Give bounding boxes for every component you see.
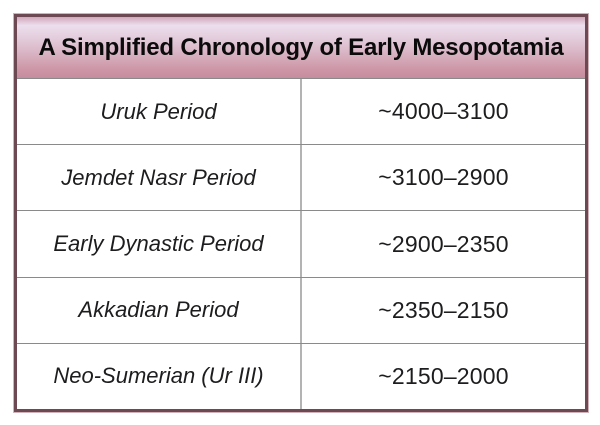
period-cell: Neo-Sumerian (Ur III)	[53, 363, 264, 389]
chronology-table: A Simplified Chronology of Early Mesopot…	[14, 14, 588, 412]
dates-cell: ~2900–2350	[300, 211, 585, 277]
dates-cell: ~2350–2150	[300, 277, 585, 343]
table-row: Akkadian Period ~2350–2150	[17, 276, 585, 343]
period-cell: Akkadian Period	[78, 297, 239, 323]
table-row: Uruk Period ~4000–3100	[17, 79, 585, 145]
period-cell: Uruk Period	[100, 98, 217, 124]
period-cell: Early Dynastic Period	[53, 231, 264, 256]
dates-cell: ~3100–2900	[300, 145, 585, 211]
table-row: Jemdet Nasr Period ~3100–2900	[17, 144, 585, 211]
table-body: Uruk Period ~4000–3100 Jemdet Nasr Perio…	[17, 79, 585, 410]
table-row: Early Dynastic Period ~2900–2350	[17, 210, 585, 277]
dates-cell: ~4000–3100	[300, 79, 585, 145]
table-row: Neo-Sumerian (Ur III) ~2150–2000	[17, 342, 585, 410]
dates-cell: ~2150–2000	[300, 343, 585, 410]
period-cell: Jemdet Nasr Period	[61, 164, 256, 190]
table-title: A Simplified Chronology of Early Mesopot…	[17, 17, 585, 79]
